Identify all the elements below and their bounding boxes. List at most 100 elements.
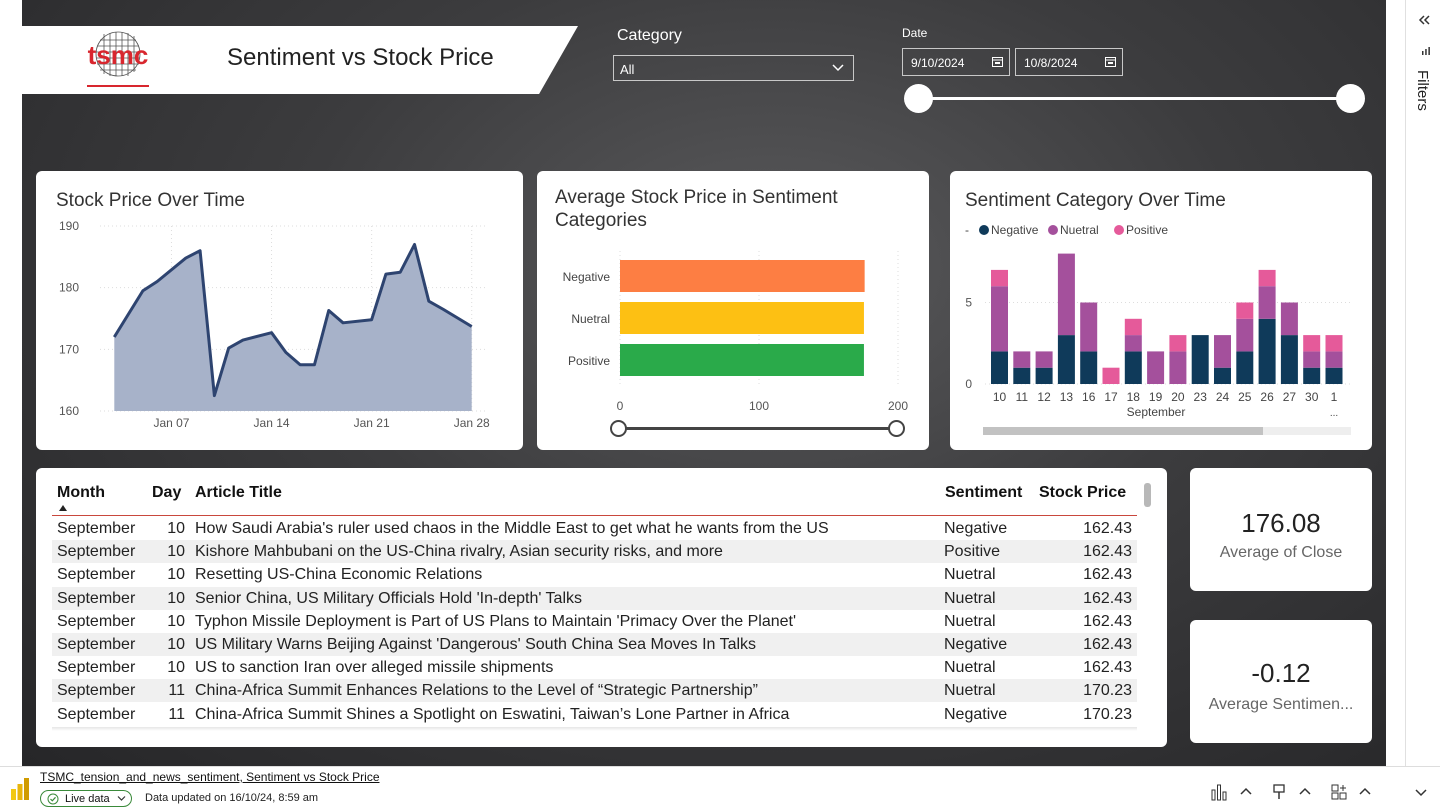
footer-bar: TSMC_tension_and_news_sentiment, Sentime…: [0, 766, 1440, 811]
x-tick-label: 26: [1260, 390, 1274, 404]
col-header-price[interactable]: Stock Price: [1039, 484, 1127, 501]
date-start-input[interactable]: 9/10/2024: [902, 48, 1010, 76]
report-title-link[interactable]: TSMC_tension_and_news_sentiment, Sentime…: [40, 770, 380, 784]
category-value: All: [620, 62, 635, 77]
table-row[interactable]: September 11 China-Africa Summit Shines a …: [52, 703, 1137, 726]
filter-bars-icon: [1422, 47, 1430, 55]
category-dropdown[interactable]: All: [613, 55, 854, 81]
avg-slider-track: [619, 427, 898, 430]
col-header-day[interactable]: Day: [152, 484, 182, 501]
legend-swatch: [1114, 225, 1124, 235]
stock-chart-title: Stock Price Over Time: [56, 190, 245, 211]
chevron-up-icon[interactable]: [1356, 783, 1374, 801]
cell-day: 10: [167, 612, 185, 630]
avg-price-chart: 0 100 200 Negative Nuetral Positive: [563, 251, 908, 413]
chevron-down-icon[interactable]: [1412, 783, 1430, 801]
x-tick-label: 27: [1283, 390, 1297, 404]
date-slider-start-handle[interactable]: [904, 84, 933, 113]
date-slider-end-handle[interactable]: [1336, 84, 1365, 113]
x-tick-label: 20: [1171, 390, 1185, 404]
filters-pane[interactable]: [1405, 0, 1440, 766]
bar-segment: [1080, 302, 1098, 352]
bar-segment: [1102, 367, 1120, 384]
cell-title: Kishore Mahbubani on the US-China rivalr…: [195, 543, 723, 561]
x-tick-label: 25: [1238, 390, 1252, 404]
cell-month: September: [57, 520, 136, 537]
col-header-title[interactable]: Article Title: [195, 484, 282, 501]
cell-title: US Military Warns Beijing Against 'Dange…: [195, 636, 757, 653]
bar-segment: [1013, 367, 1031, 384]
brush-icon[interactable]: [1270, 783, 1288, 801]
y-tick-label: 5: [965, 296, 972, 310]
cell-month: September: [57, 636, 136, 653]
collapse-pane-icon[interactable]: [1418, 14, 1430, 26]
x-tick-label: 30: [1305, 390, 1319, 404]
category-label: Nuetral: [571, 312, 610, 326]
table-row[interactable]: September 10 US to sanction Iran over alle…: [52, 656, 1137, 679]
sort-asc-icon: [59, 505, 67, 511]
table-row[interactable]: September 10 US Military Warns Beijing Aga…: [52, 633, 1137, 656]
date-end-value: 10/8/2024: [1024, 56, 1078, 70]
bar-segment: [1303, 335, 1321, 352]
bar-segment: [1236, 318, 1254, 352]
bar-segment: [1035, 367, 1053, 384]
bar-segment: [1280, 335, 1298, 384]
cell-day: 10: [167, 543, 185, 561]
cell-price: 170.23: [1083, 705, 1132, 723]
kpi-close-value: 176.08: [1241, 508, 1321, 538]
cell-price: 162.43: [1083, 589, 1132, 607]
avg-slider-start-handle[interactable]: [610, 420, 627, 437]
chevron-down-icon: [832, 64, 844, 72]
cell-day: 10: [167, 520, 185, 537]
table-row[interactable]: September 10 How Saudi Arabia's ruler used…: [52, 517, 1137, 540]
x-tick-label: 24: [1216, 390, 1230, 404]
chevron-down-icon: [117, 796, 126, 801]
table-scrollbar-thumb[interactable]: [1144, 483, 1151, 507]
sentiment-chart: 5 0 - Negative Nuetral Positive 10 11 12 13 16 17 18…: [965, 223, 1350, 419]
bar-segment: [1325, 335, 1343, 352]
y-tick-label: 160: [59, 404, 79, 418]
cell-day: 11: [168, 705, 185, 723]
cell-title: Resetting US-China Economic Relations: [195, 566, 483, 584]
cell-day: 10: [167, 659, 185, 677]
visual-chart-icon[interactable]: [1210, 783, 1228, 801]
table-row[interactable]: September 10 Resetting US-China Economic R…: [52, 563, 1137, 586]
chevron-up-icon[interactable]: [1237, 783, 1255, 801]
calendar-icon: [1105, 57, 1116, 67]
stock-price-card: Stock Price Over Time 190 180 170 160 Jan 07…: [36, 171, 523, 450]
x-tick-label: 18: [1127, 390, 1141, 404]
cell-price: 162.43: [1083, 612, 1132, 630]
stock-area: [114, 244, 472, 411]
cell-sentiment: Nuetral: [944, 682, 996, 700]
x-tick-label: Jan 21: [354, 416, 390, 430]
filters-pane-label[interactable]: Filters: [1414, 70, 1431, 111]
table-row[interactable]: September 11 China-Africa Summit Enhances …: [52, 679, 1137, 703]
bar-segment: [1191, 335, 1209, 384]
table-row[interactable]: September 10 Typhon Missile Deployment is …: [52, 610, 1137, 633]
live-data-badge[interactable]: Live data: [40, 790, 132, 807]
grid-layout-icon[interactable]: [1330, 783, 1348, 801]
cell-title: How Saudi Arabia's ruler used chaos in t…: [195, 520, 829, 537]
avg-price-card: Average Stock Price in Sentiment Categor…: [537, 171, 929, 450]
tsmc-logo: tsmc: [87, 31, 149, 87]
cell-month: September: [57, 589, 136, 607]
category-label: Category: [617, 27, 682, 44]
sentiment-scrollbar-thumb[interactable]: [983, 427, 1263, 435]
bar-segment: [1236, 302, 1254, 319]
col-header-month[interactable]: Month: [57, 484, 105, 501]
cell-title: China-Africa Summit Enhances Relations t…: [195, 682, 758, 700]
table-row[interactable]: September 10 Senior China, US Military Off…: [52, 586, 1137, 610]
date-end-input[interactable]: 10/8/2024: [1015, 48, 1123, 76]
live-data-label: Live data: [65, 793, 110, 805]
cell-sentiment: Nuetral: [944, 566, 996, 584]
cell-day: 10: [167, 589, 185, 607]
chevron-up-icon[interactable]: [1296, 783, 1314, 801]
avg-chart-title-line2: Categories: [555, 210, 647, 231]
cell-price: 162.43: [1083, 520, 1132, 537]
bar-segment: [991, 351, 1008, 384]
legend-label: Nuetral: [1060, 223, 1099, 237]
avg-slider-end-handle[interactable]: [888, 420, 905, 437]
table-row[interactable]: September 10 Kishore Mahbubani on the US-C…: [52, 540, 1137, 564]
col-header-sentiment[interactable]: Sentiment: [945, 484, 1023, 501]
bar-segment: [1236, 351, 1254, 384]
